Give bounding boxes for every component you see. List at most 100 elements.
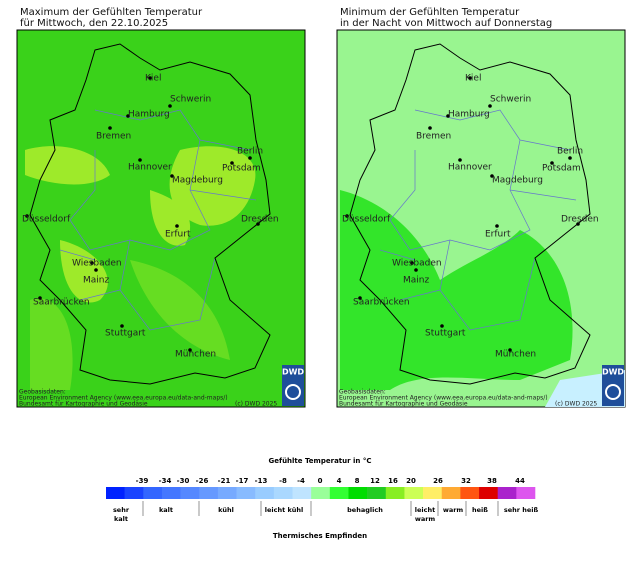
color-cell [385, 487, 405, 499]
color-cell [143, 487, 163, 499]
city-label: Wiesbaden [392, 259, 442, 269]
city-dot [256, 222, 260, 226]
city-dot [108, 126, 112, 130]
city-dot [175, 224, 179, 228]
city-label: Saarbrücken [33, 298, 90, 308]
city-dot [148, 76, 152, 80]
city-label: München [495, 350, 536, 360]
city-label: Schwerin [490, 95, 531, 105]
color-cell [236, 487, 256, 499]
color-cell [423, 487, 443, 499]
legend-tick: -17 [236, 477, 249, 485]
color-cell [292, 487, 312, 499]
city-label: Hamburg [448, 110, 490, 120]
map-title: für Mittwoch, den 22.10.2025 [20, 18, 168, 29]
city-dot [414, 268, 418, 272]
copyright: (c) DWD 2025 [555, 401, 597, 408]
city-label: Kiel [145, 74, 161, 84]
city-label: Berlin [237, 147, 263, 157]
legend-tick: -21 [218, 477, 231, 485]
city-dot [428, 126, 432, 130]
category-label: sehr [113, 506, 130, 514]
city-dot [90, 261, 94, 265]
city-label: Dresden [561, 215, 599, 225]
area [30, 260, 230, 390]
source: European Environment Agency (www.eea.eur… [19, 395, 228, 402]
category-label: heiß [472, 506, 488, 514]
color-cell [199, 487, 219, 499]
city-dot [458, 158, 462, 162]
category-label: leicht [415, 506, 435, 514]
color-cell [180, 487, 200, 499]
color-cell [255, 487, 275, 499]
city-dot [38, 296, 42, 300]
logo-icon [285, 384, 301, 400]
color-cell [329, 487, 349, 499]
city-dot [550, 161, 554, 165]
color-cell [217, 487, 237, 499]
city-dot [345, 214, 349, 218]
city-label: Potsdam [542, 164, 581, 174]
city-dot [138, 158, 142, 162]
area [340, 190, 573, 390]
city-dot [410, 261, 414, 265]
city-label: Erfurt [485, 230, 511, 240]
legend-tick: 0 [318, 477, 323, 485]
category-label: warm [415, 515, 436, 523]
legend-tick: -13 [255, 477, 268, 485]
legend-tick: -34 [159, 477, 172, 485]
legend-tick: 16 [388, 477, 398, 485]
legend: Gefühlte Temperatur in °C -39 -34 -30 -26 -21… [106, 457, 538, 540]
map-title: in der Nacht von Mittwoch auf Donnerstag [340, 18, 552, 29]
city-label: Düsseldorf [22, 215, 71, 225]
legend-tick: 4 [337, 477, 342, 485]
logo-icon [605, 384, 621, 400]
color-cell [161, 487, 181, 499]
city-dot [488, 104, 492, 108]
city-dot [188, 348, 192, 352]
legend-tick: 44 [515, 477, 525, 485]
source: Geobasisdaten: [19, 389, 66, 396]
legend-tick: 20 [406, 477, 416, 485]
map-title: Minimum der Gefühlten Temperatur [340, 7, 520, 18]
color-cell [441, 487, 461, 499]
city-label: Bremen [96, 132, 131, 142]
city-label: Saarbrücken [353, 298, 410, 308]
city-dot [230, 161, 234, 165]
color-cell [311, 487, 331, 499]
city-label: Magdeburg [492, 176, 543, 186]
warm-area [25, 146, 256, 303]
category-label: behaglich [347, 506, 383, 514]
city-label: Mainz [403, 276, 429, 286]
legend-tick: -8 [279, 477, 287, 485]
legend-title: Gefühlte Temperatur in °C [269, 457, 372, 465]
city-dot [25, 214, 29, 218]
city-label: Potsdam [222, 164, 261, 174]
color-cell [479, 487, 498, 499]
map-title: Maximum der Gefühlten Temperatur [20, 7, 203, 18]
logo: DWD [602, 368, 624, 377]
color-cell [348, 487, 368, 499]
category-label: kalt [114, 515, 128, 523]
color-cell [106, 487, 125, 499]
city-label: Düsseldorf [342, 215, 391, 225]
category-label: kalt [159, 506, 173, 514]
legend-footer: Thermisches Empfinden [273, 532, 367, 540]
city-label: Hannover [448, 163, 492, 173]
legend-tick: 38 [487, 477, 497, 485]
city-dot [94, 268, 98, 272]
city-dot [576, 222, 580, 226]
color-cell [516, 487, 536, 499]
category-label: leicht kühl [265, 506, 304, 514]
city-label: Magdeburg [172, 176, 223, 186]
category-label: warm [443, 506, 464, 514]
source: Bundesamt für Kartographie und Geodäsie [339, 401, 468, 408]
category-label: sehr heiß [504, 506, 539, 514]
city-dot [440, 324, 444, 328]
legend-tick: 8 [355, 477, 360, 485]
city-label: Wiesbaden [72, 259, 122, 269]
city-label: Hannover [128, 163, 172, 173]
